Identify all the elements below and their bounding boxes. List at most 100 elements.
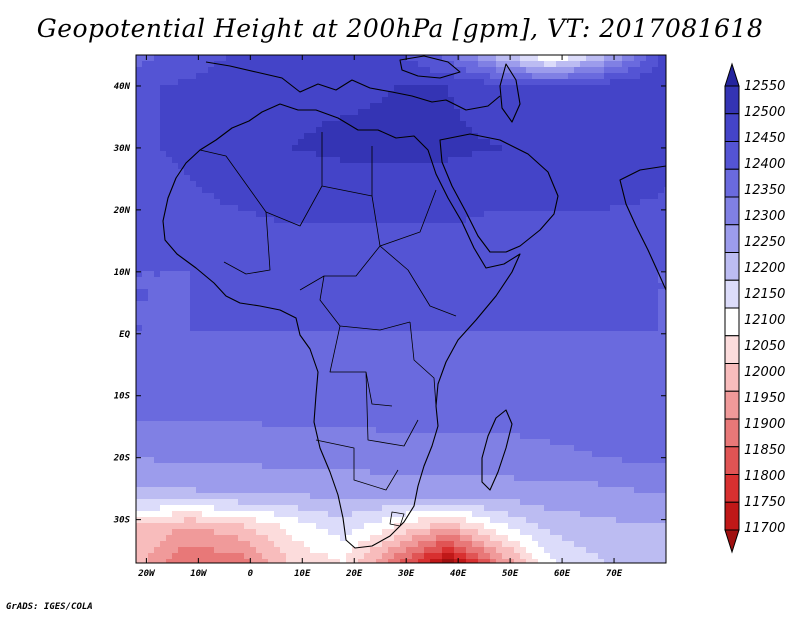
field-cell <box>196 109 203 116</box>
field-cell <box>604 307 611 314</box>
field-cell <box>616 325 623 332</box>
field-cell <box>172 361 179 368</box>
field-cell <box>556 313 563 320</box>
field-cell <box>334 259 341 266</box>
field-cell <box>616 277 623 284</box>
field-cell <box>436 199 443 206</box>
field-cell <box>412 199 419 206</box>
field-cell <box>202 145 209 152</box>
field-cell <box>610 133 617 140</box>
field-cell <box>226 181 233 188</box>
field-cell <box>274 187 281 194</box>
field-cell <box>490 205 497 212</box>
field-cell <box>580 343 587 350</box>
field-cell <box>304 187 311 194</box>
field-cell <box>586 73 593 80</box>
field-cell <box>346 109 353 116</box>
field-cell <box>388 67 395 74</box>
field-cell <box>556 229 563 236</box>
field-cell <box>646 289 653 296</box>
field-cell <box>466 55 473 62</box>
field-cell <box>262 331 269 338</box>
field-cell <box>646 331 653 338</box>
field-cell <box>346 271 353 278</box>
field-cell <box>556 109 563 116</box>
field-cell <box>562 307 569 314</box>
field-cell <box>484 331 491 338</box>
field-cell <box>238 61 245 68</box>
field-cell <box>490 121 497 128</box>
field-cell <box>478 223 485 230</box>
field-cell <box>274 235 281 242</box>
field-cell <box>340 85 347 92</box>
field-cell <box>580 103 587 110</box>
field-cell <box>640 295 647 302</box>
field-cell <box>604 247 611 254</box>
field-cell <box>460 313 467 320</box>
field-cell <box>202 211 209 218</box>
field-cell <box>184 253 191 260</box>
field-cell <box>418 109 425 116</box>
field-cell <box>388 241 395 248</box>
field-cell <box>358 253 365 260</box>
field-cell <box>598 67 605 74</box>
field-cell <box>364 85 371 92</box>
field-cell <box>400 199 407 206</box>
field-cell <box>652 301 659 308</box>
field-cell <box>502 163 509 170</box>
field-cell <box>460 217 467 224</box>
field-cell <box>364 91 371 98</box>
field-cell <box>328 55 335 62</box>
field-cell <box>520 217 527 224</box>
field-cell <box>370 61 377 68</box>
field-cell <box>466 277 473 284</box>
field-cell <box>394 373 401 380</box>
field-cell <box>454 175 461 182</box>
field-cell <box>142 175 149 182</box>
field-cell <box>394 283 401 290</box>
field-cell <box>460 289 467 296</box>
field-cell <box>364 325 371 332</box>
field-cell <box>406 79 413 86</box>
field-cell <box>526 91 533 98</box>
field-cell <box>598 97 605 104</box>
field-cell <box>646 61 653 68</box>
field-cell <box>520 79 527 86</box>
field-cell <box>370 223 377 230</box>
field-cell <box>478 61 485 68</box>
field-cell <box>328 205 335 212</box>
field-cell <box>364 319 371 326</box>
field-cell <box>520 55 527 62</box>
field-cell <box>652 319 659 326</box>
field-cell <box>352 187 359 194</box>
field-cell <box>298 385 305 392</box>
field-cell <box>640 103 647 110</box>
field-cell <box>622 163 629 170</box>
field-cell <box>298 235 305 242</box>
field-cell <box>568 349 575 356</box>
field-cell <box>604 277 611 284</box>
field-cell <box>520 181 527 188</box>
field-cell <box>304 373 311 380</box>
field-cell <box>340 157 347 164</box>
field-cell <box>376 139 383 146</box>
field-cell <box>238 199 245 206</box>
field-cell <box>484 97 491 104</box>
field-cell <box>298 343 305 350</box>
field-cell <box>412 343 419 350</box>
field-cell <box>274 385 281 392</box>
field-cell <box>166 73 173 80</box>
field-cell <box>538 97 545 104</box>
field-cell <box>154 265 161 272</box>
field-cell <box>574 199 581 206</box>
field-cell <box>616 175 623 182</box>
field-cell <box>202 289 209 296</box>
field-cell <box>502 73 509 80</box>
field-cell <box>496 319 503 326</box>
field-cell <box>142 133 149 140</box>
field-cell <box>652 163 659 170</box>
field-cell <box>286 313 293 320</box>
field-cell <box>658 385 665 392</box>
field-cell <box>274 319 281 326</box>
field-cell <box>574 103 581 110</box>
